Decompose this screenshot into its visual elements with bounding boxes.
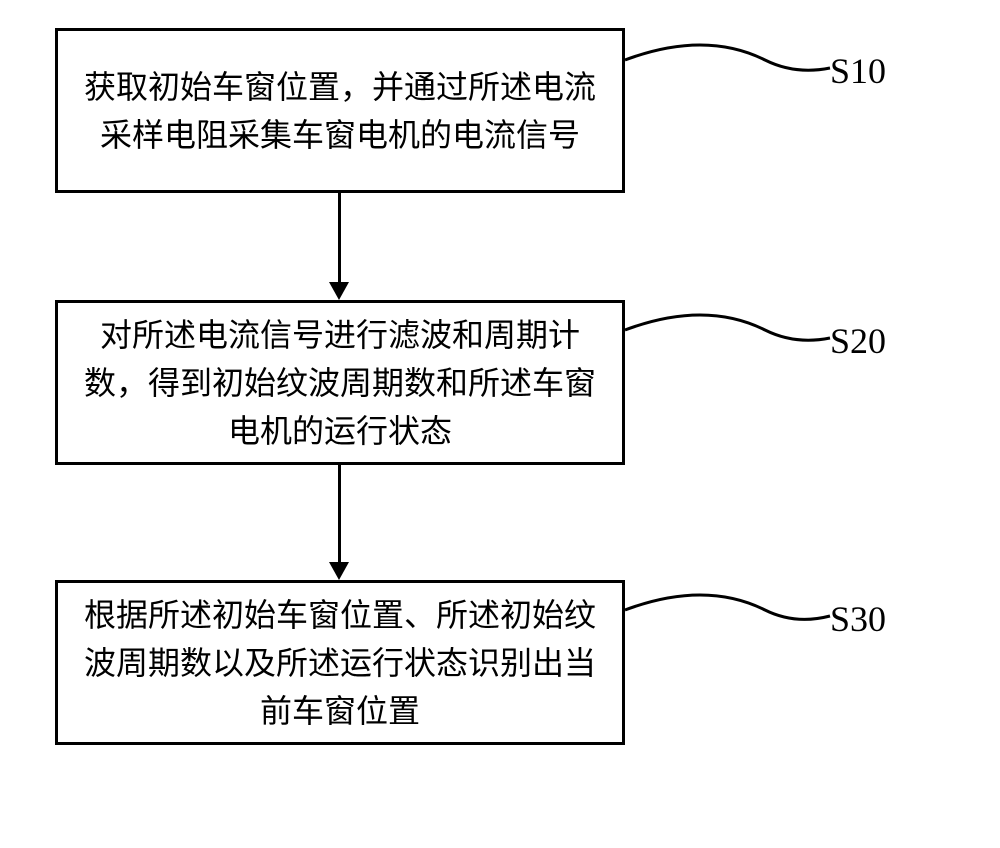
step-label-2: S20 xyxy=(830,320,886,362)
curve-connector-3 xyxy=(625,590,835,650)
flowchart-container: 获取初始车窗位置，并通过所述电流采样电阻采集车窗电机的电流信号 S10 对所述电… xyxy=(0,0,1000,848)
step-label-3: S30 xyxy=(830,598,886,640)
flow-step-1: 获取初始车窗位置，并通过所述电流采样电阻采集车窗电机的电流信号 xyxy=(55,28,625,193)
flow-step-2-text: 对所述电流信号进行滤波和周期计数，得到初始纹波周期数和所述车窗电机的运行状态 xyxy=(78,311,602,455)
flow-step-2: 对所述电流信号进行滤波和周期计数，得到初始纹波周期数和所述车窗电机的运行状态 xyxy=(55,300,625,465)
flow-step-3-text: 根据所述初始车窗位置、所述初始纹波周期数以及所述运行状态识别出当前车窗位置 xyxy=(78,591,602,735)
connector-line-2 xyxy=(338,465,341,562)
arrow-2 xyxy=(329,562,349,580)
curve-connector-2 xyxy=(625,310,835,370)
flow-step-3: 根据所述初始车窗位置、所述初始纹波周期数以及所述运行状态识别出当前车窗位置 xyxy=(55,580,625,745)
step-label-1: S10 xyxy=(830,50,886,92)
flow-step-1-text: 获取初始车窗位置，并通过所述电流采样电阻采集车窗电机的电流信号 xyxy=(78,63,602,159)
connector-line-1 xyxy=(338,193,341,282)
arrow-1 xyxy=(329,282,349,300)
curve-connector-1 xyxy=(625,40,835,100)
